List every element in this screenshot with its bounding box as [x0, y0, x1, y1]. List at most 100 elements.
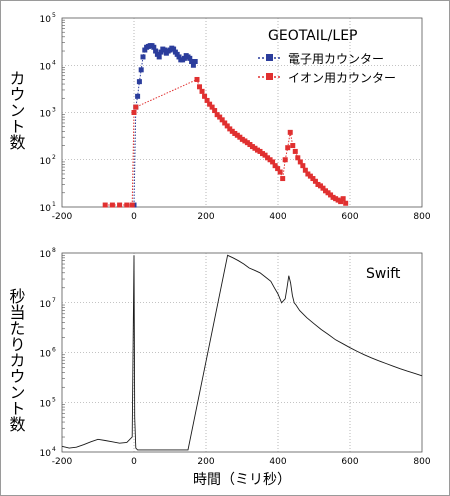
x-tick-labels-1: -200 0 200 400 600 800 — [52, 212, 431, 222]
data-point — [117, 202, 123, 208]
data-point — [323, 188, 329, 194]
data-point — [133, 104, 139, 110]
data-point — [290, 143, 296, 149]
data-point — [197, 84, 203, 90]
y-tick-exponent: 6 — [52, 347, 56, 354]
data-point — [109, 202, 115, 208]
data-point — [343, 200, 349, 206]
data-point — [189, 59, 195, 65]
data-point — [317, 183, 323, 189]
data-point — [277, 169, 283, 175]
legend-label-ion: イオン用カウンター — [288, 71, 396, 85]
data-point — [158, 49, 164, 55]
data-point — [254, 147, 260, 153]
data-point — [162, 47, 168, 53]
y-tick-label: 10 — [40, 62, 52, 72]
data-point — [102, 202, 108, 208]
x-tick-label: 400 — [269, 212, 286, 222]
data-point — [282, 157, 288, 163]
data-point — [252, 145, 258, 151]
x-tick-label: 800 — [413, 457, 430, 467]
data-point — [265, 155, 271, 161]
data-point — [325, 190, 331, 196]
data-point — [328, 192, 334, 198]
data-point — [229, 128, 235, 134]
data-point — [124, 202, 130, 208]
data-point — [249, 144, 255, 150]
data-point — [142, 47, 148, 53]
data-point — [214, 112, 220, 118]
data-point — [171, 46, 177, 52]
data-point — [262, 152, 268, 158]
y-tick-exponent: 3 — [52, 107, 56, 114]
y-axis-label-2: 秒当たりカウント数 — [7, 288, 26, 432]
data-point — [129, 202, 135, 208]
data-point — [140, 54, 146, 60]
data-point — [267, 157, 273, 163]
data-point — [190, 62, 196, 68]
x-tick-labels-2: -200 0 200 400 600 800 — [52, 457, 431, 467]
y-tick-label: 10 — [40, 157, 52, 167]
data-point — [192, 59, 198, 65]
y-tick-label: 10 — [40, 399, 52, 409]
data-point — [302, 167, 308, 173]
y-axis-label-1: カウント数 — [7, 70, 26, 150]
legend-marker-ion — [266, 73, 273, 80]
data-point — [310, 176, 316, 182]
data-point — [204, 97, 210, 103]
data-point — [232, 130, 238, 136]
gridlines-2 — [62, 253, 422, 452]
y-tick-label: 10 — [40, 350, 52, 360]
data-point — [244, 140, 250, 146]
data-point — [212, 108, 218, 114]
data-point — [217, 114, 223, 120]
data-point — [340, 196, 346, 202]
data-point — [315, 181, 321, 187]
series-line-1 — [61, 254, 423, 451]
data-point — [295, 155, 301, 161]
data-point — [151, 44, 157, 50]
data-point — [199, 88, 205, 94]
data-point — [312, 178, 318, 184]
data-point — [239, 136, 245, 142]
y-tick-label: 10 — [40, 110, 52, 120]
data-point — [207, 101, 213, 107]
y-tick-exponent: 5 — [52, 12, 56, 19]
data-point — [135, 93, 141, 99]
y-tick-exponent: 8 — [52, 247, 56, 254]
data-point — [292, 148, 298, 154]
chart-title-1: GEOTAIL/LEP — [268, 28, 358, 44]
data-point — [222, 120, 228, 126]
data-point — [224, 123, 230, 129]
x-tick-label: 400 — [269, 457, 286, 467]
data-point — [156, 54, 162, 60]
chart-title-2: Swift — [366, 266, 401, 282]
y-tick-exponent: 4 — [52, 59, 56, 66]
y-tick-exponent: 7 — [52, 297, 56, 304]
y-tick-label: 10 — [40, 15, 52, 25]
data-point — [333, 196, 339, 202]
data-point — [176, 54, 182, 60]
data-point — [285, 145, 291, 151]
data-point — [307, 173, 313, 179]
y-tick-exponent: 2 — [52, 154, 56, 161]
data-point — [305, 171, 311, 177]
x-tick-label: 0 — [131, 212, 137, 222]
y-tick-label: 10 — [40, 449, 52, 459]
data-point — [209, 104, 215, 110]
data-point — [131, 110, 137, 115]
data-point — [174, 51, 180, 57]
data-point — [237, 134, 243, 140]
legend: 電子用カウンター イオン用カウンター — [258, 52, 396, 85]
data-point — [300, 163, 306, 169]
legend-label-electron: 電子用カウンター — [288, 52, 384, 66]
data-point — [330, 194, 336, 200]
data-point — [234, 132, 240, 138]
data-point — [202, 93, 208, 99]
y-tick-exponent: 1 — [52, 201, 56, 208]
data-point — [260, 151, 266, 157]
data-point — [320, 185, 326, 191]
